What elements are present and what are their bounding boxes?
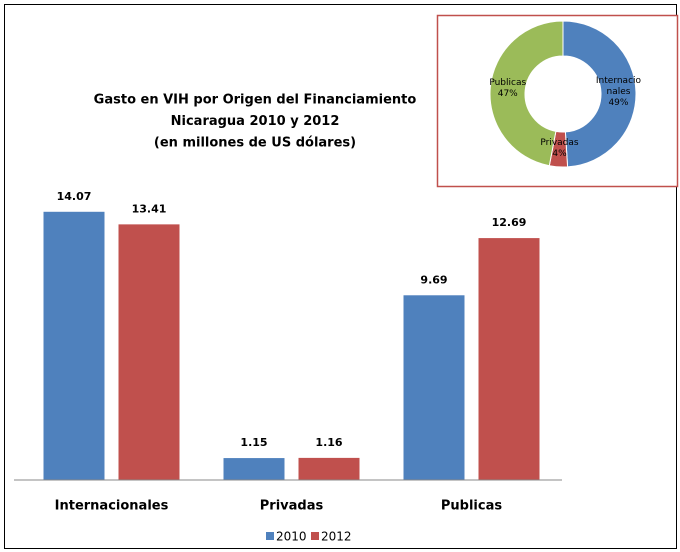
slice-category: Publicas: [489, 77, 527, 88]
bar: [298, 457, 360, 480]
data-label: 14.07: [57, 190, 92, 203]
frame: [4, 4, 677, 549]
data-label: 13.41: [132, 202, 167, 215]
slice-label: Privadas 4%: [536, 138, 584, 160]
chart-title: Gasto en VIH por Origen del Financiamien…: [94, 93, 417, 108]
chart-title: Nicaragua 2010 y 2012: [171, 114, 340, 129]
bar: [478, 238, 540, 480]
x-tick-label: Internacionales: [55, 499, 169, 514]
legend-swatch: [266, 532, 274, 540]
chart-title: (en millones de US dólares): [154, 136, 356, 151]
data-label: 12.69: [492, 216, 527, 229]
donut-slice: [489, 20, 564, 167]
x-tick-label: Privadas: [260, 499, 324, 514]
slice-category: Privadas: [540, 138, 579, 149]
slice-value: 47%: [497, 88, 518, 99]
bar: [403, 295, 465, 480]
bar: [118, 224, 180, 480]
slice-value: 49%: [608, 97, 629, 108]
bar: [223, 458, 285, 480]
legend-swatch: [311, 532, 319, 540]
bar: [43, 211, 105, 480]
donut-slice: [562, 20, 637, 168]
slice-category: Internacionales: [595, 75, 642, 97]
legend-label: 2012: [321, 530, 352, 544]
slice-label: Internacionales 49%: [594, 76, 642, 109]
slice-label: Publicas 47%: [484, 78, 532, 100]
x-tick-label: Publicas: [441, 499, 502, 514]
data-label: 1.15: [240, 436, 267, 449]
data-label: 9.69: [420, 273, 447, 286]
data-label: 1.16: [315, 436, 342, 449]
slice-value: 4%: [552, 149, 567, 160]
legend-label: 2010: [276, 530, 307, 544]
